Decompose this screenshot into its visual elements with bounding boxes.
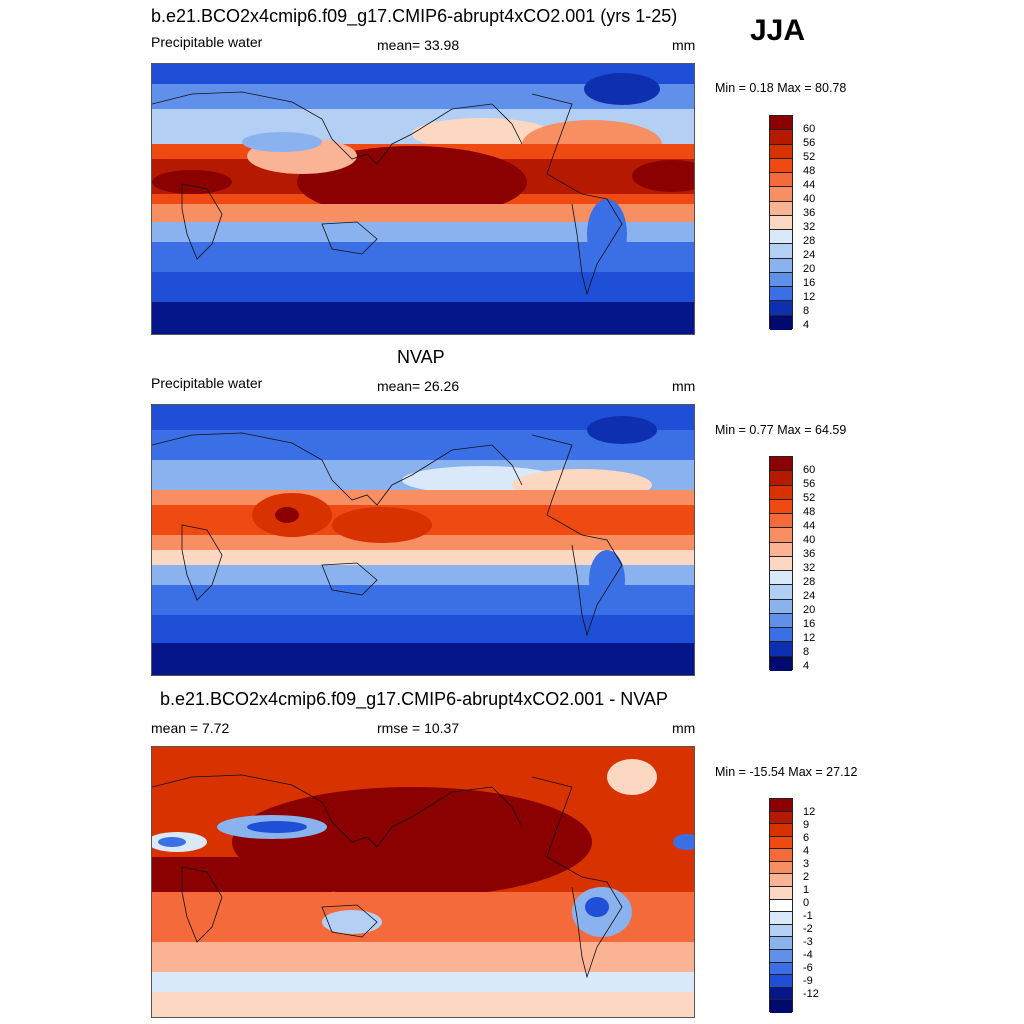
season-label: JJA [750, 14, 806, 47]
colorbar-tick: 9 [803, 819, 810, 831]
panel1-minmax-label: Min = 0.18 Max = 80.78 [715, 81, 847, 95]
colorbar-tick: 8 [803, 305, 810, 317]
colorbar-tick: 44 [803, 179, 816, 191]
colorbar-tick: 52 [803, 151, 816, 163]
colorbar-tick: 4 [803, 845, 810, 857]
colorbar-tick: 32 [803, 562, 816, 574]
colorbar-tick: 4 [803, 660, 810, 672]
colorbar-tick: -9 [803, 975, 813, 987]
colorbar-tick: 1 [803, 884, 810, 896]
colorbar-tick: 48 [803, 506, 816, 518]
colorbar-tick: 16 [803, 277, 816, 289]
colorbar-tick: 16 [803, 618, 816, 630]
colorbar-tick: -3 [803, 936, 813, 948]
colorbar-tick: 4 [803, 319, 810, 331]
panel2-minmax-label: Min = 0.77 Max = 64.59 [715, 423, 847, 437]
colorbar-tick: 28 [803, 576, 816, 588]
panel3-colorbar [769, 798, 793, 1013]
panel3-contour-map [151, 746, 695, 1018]
panel1-title: b.e21.BCO2x4cmip6.f09_g17.CMIP6-abrupt4x… [151, 6, 678, 26]
colorbar-tick: 6 [803, 832, 810, 844]
colorbar-tick: 60 [803, 123, 816, 135]
colorbar-tick: 12 [803, 291, 816, 303]
colorbar-tick: 56 [803, 137, 816, 149]
colorbar-tick: 20 [803, 263, 816, 275]
colorbar-tick: -2 [803, 923, 813, 935]
colorbar-tick: 44 [803, 520, 816, 532]
colorbar-tick: 32 [803, 221, 816, 233]
colorbar-tick: 24 [803, 590, 816, 602]
colorbar-tick: -6 [803, 962, 813, 974]
colorbar-tick: 20 [803, 604, 816, 616]
colorbar-tick: 12 [803, 632, 816, 644]
colorbar-tick: 60 [803, 464, 816, 476]
colorbar-tick: 24 [803, 249, 816, 261]
colorbar-tick: 2 [803, 871, 810, 883]
colorbar-tick: 12 [803, 806, 816, 818]
colorbar-tick: 40 [803, 193, 816, 205]
panel3-title: b.e21.BCO2x4cmip6.f09_g17.CMIP6-abrupt4x… [160, 689, 668, 709]
colorbar-tick: 40 [803, 534, 816, 546]
panel2-contour-map [151, 404, 695, 676]
colorbar-tick: 48 [803, 165, 816, 177]
colorbar-tick: 3 [803, 858, 810, 870]
colorbar-tick: -1 [803, 910, 813, 922]
panel1-colorbar [769, 115, 793, 330]
colorbar-tick: -12 [803, 988, 819, 1000]
panel3-rmse-label: rmse = 10.37 [377, 720, 460, 736]
panel1-contour-map [151, 63, 695, 335]
panel1-variable-label: Precipitable water [151, 34, 263, 50]
colorbar-tick: 28 [803, 235, 816, 247]
panel2-mean-label: mean= 26.26 [377, 378, 460, 394]
panel3-mean-label: mean = 7.72 [151, 720, 230, 736]
panel3-units-label: mm [672, 720, 696, 736]
panel2-colorbar [769, 456, 793, 671]
panel3-minmax-label: Min = -15.54 Max = 27.12 [715, 765, 858, 779]
colorbar-tick: 56 [803, 478, 816, 490]
colorbar-tick: 0 [803, 897, 810, 909]
colorbar-tick: 36 [803, 548, 816, 560]
colorbar-tick: 36 [803, 207, 816, 219]
colorbar-tick: -4 [803, 949, 813, 961]
panel2-title: NVAP [397, 347, 445, 367]
panel2-variable-label: Precipitable water [151, 375, 263, 391]
panel1-units-label: mm [672, 37, 696, 53]
panel2-units-label: mm [672, 378, 696, 394]
colorbar-tick: 52 [803, 492, 816, 504]
panel1-mean-label: mean= 33.98 [377, 37, 460, 53]
colorbar-tick: 8 [803, 646, 810, 658]
